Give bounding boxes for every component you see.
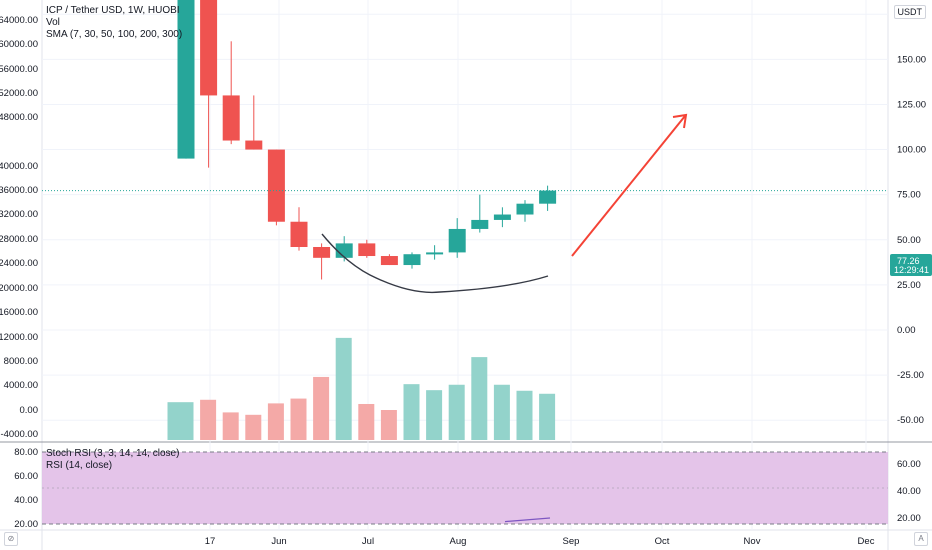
right-axis-label: 100.00 <box>897 145 926 156</box>
time-axis-label: Nov <box>744 536 761 547</box>
left-axis-label: 20000.00 <box>0 283 38 294</box>
left-axis-label: 28000.00 <box>0 234 38 245</box>
left-axis-label: 16000.00 <box>0 307 38 318</box>
left-axis-label: 52000.00 <box>0 88 38 99</box>
candle-body <box>290 221 308 247</box>
currency-button[interactable]: USDT <box>893 5 926 19</box>
right-axis-label: -25.00 <box>897 370 924 381</box>
volume-bar <box>267 403 284 440</box>
left-axis-label: 64000.00 <box>0 15 38 26</box>
indicator-panes <box>42 451 888 525</box>
left-axis-label: 32000.00 <box>0 209 38 220</box>
time-axis-label: Jun <box>271 536 286 547</box>
candle-body <box>267 149 285 222</box>
left-axis-label: 56000.00 <box>0 64 38 75</box>
volume-bars <box>167 337 556 440</box>
left-axis-label: 60000.00 <box>0 39 38 50</box>
osc-left-axis-label: 20.00 <box>14 519 38 530</box>
osc-left-axis-label: 80.00 <box>14 447 38 458</box>
target-arrow-head <box>672 113 688 129</box>
candle-body <box>177 0 195 159</box>
candle-body <box>403 254 421 266</box>
osc-right-axis-label: 60.00 <box>897 459 921 470</box>
candle-body <box>222 95 240 141</box>
volume-bar <box>448 384 465 440</box>
candlesticks <box>42 0 888 280</box>
volume-bar <box>290 398 307 440</box>
volume-bar <box>539 393 556 440</box>
left-axis-label: 36000.00 <box>0 185 38 196</box>
time-axis-label: Dec <box>858 536 875 547</box>
candle-body <box>493 214 511 220</box>
settings-icon[interactable]: ⊘ <box>4 532 18 546</box>
time-axis-label: Aug <box>450 536 467 547</box>
left-axis-label: 12000.00 <box>0 332 38 343</box>
right-axis-label: 0.00 <box>897 325 916 336</box>
left-axis-label: 4000.00 <box>4 380 38 391</box>
candle-body <box>448 228 466 253</box>
time-axis-label: 17 <box>205 536 216 547</box>
right-axis-label: 50.00 <box>897 235 921 246</box>
candle-body <box>426 252 444 255</box>
rsi-legend: RSI (14, close) <box>46 460 113 471</box>
osc-right-axis-label: 40.00 <box>897 486 921 497</box>
stoch-rsi-legend: Stoch RSI (3, 3, 14, 14, close) <box>46 448 180 459</box>
drawings[interactable] <box>321 113 688 294</box>
candle-body <box>380 256 398 266</box>
symbol-title: ICP / Tether USD, 1W, HUOBI <box>46 5 180 16</box>
candle-body <box>471 219 489 229</box>
last-price-badge: 77.26 12:29:41 <box>890 254 932 276</box>
left-axis-label: -4000.00 <box>0 429 38 440</box>
volume-bar <box>426 390 443 440</box>
left-axis-label: 48000.00 <box>0 112 38 123</box>
volume-bar <box>471 357 488 440</box>
time-axis-label: Jul <box>362 536 374 547</box>
left-axis-label: 24000.00 <box>0 258 38 269</box>
candle-body <box>200 0 218 96</box>
candle-body <box>335 243 353 258</box>
target-arrow-line <box>571 115 686 257</box>
left-axis-label: 0.00 <box>20 405 39 416</box>
candle-body <box>358 243 376 257</box>
right-axis-label: 75.00 <box>897 190 921 201</box>
trend-curve <box>321 233 549 294</box>
auto-scale-button[interactable]: A <box>914 532 928 546</box>
volume-bar <box>200 399 217 440</box>
right-axis-label: -50.00 <box>897 415 924 426</box>
volume-bar <box>516 390 533 440</box>
left-axis-label: 40000.00 <box>0 161 38 172</box>
candle-body <box>245 140 263 150</box>
volume-bar <box>380 410 397 440</box>
right-axis-label: 150.00 <box>897 54 926 65</box>
oscillator-legend: Stoch RSI (3, 3, 14, 14, close) RSI (14,… <box>46 448 179 472</box>
badge-bg <box>890 254 932 276</box>
time-axis-label: Sep <box>563 536 580 547</box>
osc-left-axis-label: 60.00 <box>14 471 38 482</box>
right-axis-label: 125.00 <box>897 99 926 110</box>
volume-bar <box>245 414 262 440</box>
osc-right-axis-label: 20.00 <box>897 513 921 524</box>
volume-bar <box>358 403 375 440</box>
volume-bar <box>167 402 194 440</box>
candle-body <box>539 190 557 204</box>
vol-legend: Vol <box>46 17 60 28</box>
price-axes: -4000.00 0.00 4000.00 8000.00 12000.00 16000.… <box>0 9 926 547</box>
left-axis-label: 8000.00 <box>4 356 38 367</box>
right-axis-label: 25.00 <box>897 280 921 291</box>
volume-bar <box>493 384 510 440</box>
time-axis-label: Oct <box>655 536 670 547</box>
stoch-rsi-line <box>504 517 551 523</box>
volume-bar <box>313 376 330 440</box>
badge-price: 77.26 <box>897 256 920 266</box>
volume-bar <box>222 412 239 440</box>
osc-left-axis-label: 40.00 <box>14 495 38 506</box>
candle-body <box>516 203 534 215</box>
candle-body <box>313 246 331 258</box>
volume-bar <box>335 337 352 440</box>
volume-bar <box>403 384 420 440</box>
chart-legend: ICP / Tether USD, 1W, HUOBI Vol SMA (7, … <box>46 5 182 41</box>
sma-legend: SMA (7, 30, 50, 100, 200, 300) <box>46 29 183 40</box>
badge-countdown: 12:29:41 <box>894 265 929 275</box>
